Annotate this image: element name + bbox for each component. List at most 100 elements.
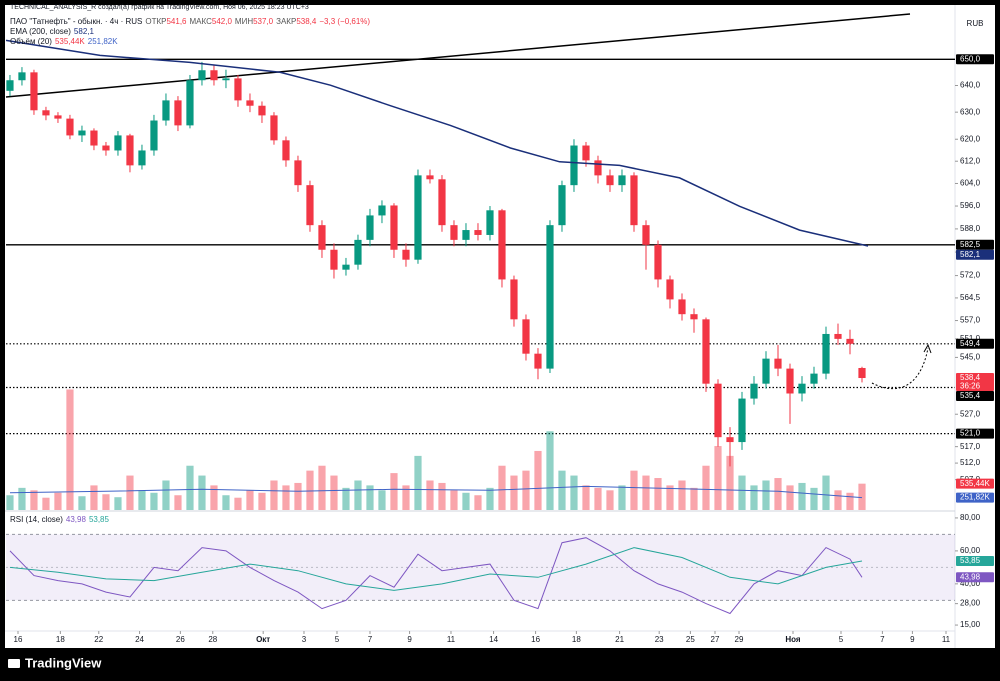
volume-bar [450,490,458,510]
footer-logo: TradingView [25,655,102,670]
volume-bar [510,475,518,510]
ohlc-value: 537,0 [253,17,274,26]
volume-bar [846,492,854,510]
candle-body [534,353,542,369]
candle-body [294,160,302,186]
ohlc-label: МИН [234,17,254,26]
candle-body [546,225,554,369]
candle-body [642,225,650,245]
x-tick-label: 25 [686,635,695,644]
trend-line [5,13,911,98]
candle-body [198,70,206,81]
forecast-arrow [871,347,929,390]
candle-body [786,368,794,394]
rsi-value: 43,98 [65,515,86,524]
volume-bar [858,483,866,510]
price-badge [956,373,994,392]
candle-body [834,333,842,339]
candle-body [486,210,494,235]
candle-body [594,160,602,176]
candle-body [438,179,446,226]
y-tick-label: 572,0 [960,271,981,280]
y-tick-label: 630,0 [960,107,981,116]
y-tick-label: 620,0 [960,134,981,143]
volume-bar [18,487,26,510]
candle-body [210,70,218,81]
y-tick-label: 527,0 [960,409,981,418]
candle-body [846,338,854,344]
volume-bar [330,475,338,510]
volume-legend: Объём (20) 535,44K 251,82K [10,37,121,47]
x-tick-label: 16 [531,635,540,644]
candle-body [522,319,530,354]
candle-body [234,78,242,101]
candle-body [498,210,506,280]
volume-bar [222,495,230,510]
rsi-tick-label: 80,00 [960,513,981,522]
volume-bar [258,492,266,510]
volume-bar [462,492,470,510]
price-badge [956,428,994,439]
candle-body [66,118,74,136]
symbol: ПАО "Татнефть" - обыкн. · 4ч · RUS [10,17,143,26]
rsi-ma-value: 53,85 [88,515,109,524]
volume-bar [366,485,374,510]
volume-bar [90,485,98,510]
price-badge-label: 549,4 [960,339,981,348]
price-badge [956,556,994,567]
watermark: TECHNICAL_ANALYSIS_R создал(а) график на… [10,4,309,11]
volume-bar [246,490,254,510]
volume-bar [138,490,146,510]
volume-bar [546,431,554,510]
candle-body [690,314,698,320]
candle-body [510,279,518,320]
x-tick-label: 7 [368,635,373,644]
ohlc-label: ОТКР [145,17,167,26]
candle-body [6,80,14,91]
y-tick-label: 551,0 [960,334,981,343]
price-badge-label: 582,1 [960,250,981,259]
volume-bar [594,487,602,510]
candle-body [774,358,782,369]
price-badge [956,492,994,503]
price-badge [956,54,994,65]
candle-body [78,130,86,136]
background [5,5,995,648]
x-tick-label: 22 [94,635,103,644]
price-badge [956,249,994,260]
volume-ma-line [9,485,863,499]
x-tick-label: 21 [615,635,624,644]
volume-value: 535,44K [54,37,85,46]
price-badge [956,572,994,583]
candle-body [678,299,686,315]
candle-body [666,279,674,300]
candle-body [186,80,194,126]
ohlc-label: МАКС [189,17,212,26]
x-tick-label: 11 [942,635,951,644]
candle-body [378,205,386,216]
candle-body [414,175,422,260]
volume-bar [354,480,362,510]
candle-body [30,72,38,111]
ema-value: 582,1 [73,27,94,36]
candle-body [558,185,566,226]
rsi-tick-label: 28,00 [960,599,981,608]
candle-body [798,383,806,394]
volume-bar [822,475,830,510]
volume-bar [726,455,734,510]
volume-bar [102,494,110,510]
rsi-tick-label: 60,00 [960,546,981,555]
x-tick-label: 26 [176,635,185,644]
volume-name: Объём (20) [10,37,52,46]
volume-bar [654,478,662,510]
rsi-ma-line [9,547,863,591]
candle-body [390,205,398,250]
rsi-tick-label: 40,00 [960,579,981,588]
candle-body [606,175,614,186]
price-badge-label: 521,0 [960,429,981,438]
candle-body [366,215,374,240]
candle-body [306,185,314,226]
rsi-tick-label: 15,00 [960,620,981,629]
volume-bar [402,485,410,510]
